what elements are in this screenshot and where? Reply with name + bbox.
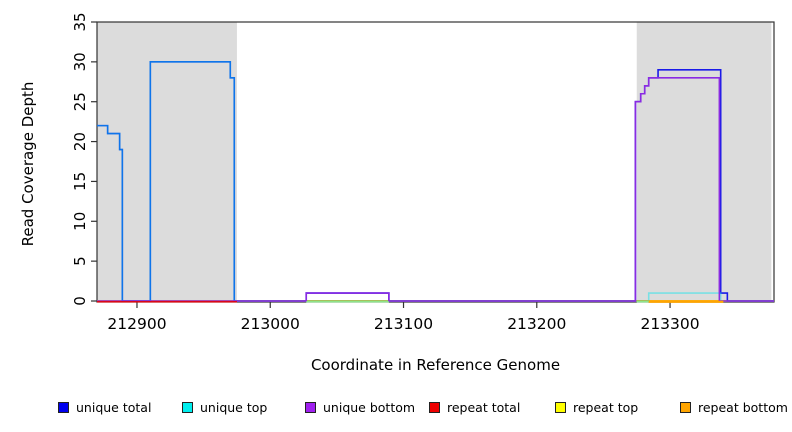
- legend-item-unique-total: unique total: [58, 399, 151, 415]
- legend-swatch-icon: [305, 401, 316, 413]
- legend-swatch-icon: [58, 401, 69, 413]
- y-tick-label: 25: [71, 92, 89, 111]
- legend-swatch-icon: [182, 401, 193, 413]
- legend-swatch-icon: [555, 401, 566, 413]
- y-tick-label: 15: [71, 172, 89, 191]
- plot-box: [96, 21, 775, 303]
- series-line-unique-bottom: [97, 77, 774, 302]
- x-tick-label: 213200: [507, 315, 566, 333]
- legend-item-unique-bottom: unique bottom: [305, 399, 415, 415]
- legend-label: repeat total: [447, 399, 521, 415]
- legend-label: unique bottom: [323, 399, 416, 415]
- legend-swatch-icon: [680, 401, 691, 413]
- y-tick-label: 10: [71, 212, 89, 231]
- x-tick-label: 213300: [640, 315, 699, 333]
- legend-item-repeat-total: repeat total: [429, 399, 520, 415]
- x-axis-label: Coordinate in Reference Genome: [310, 356, 561, 374]
- x-tick-label: 212900: [107, 315, 166, 333]
- series-line-unique-top: [97, 61, 774, 302]
- y-tick-label: 30: [71, 52, 89, 71]
- y-tick-label: 20: [71, 132, 89, 151]
- repeat-region-left-band: [97, 22, 237, 302]
- y-tick-label: 35: [71, 12, 89, 31]
- x-tick-label: 213000: [241, 315, 300, 333]
- y-axis-label: Read Coverage Depth: [19, 81, 37, 247]
- legend-label: unique total: [76, 399, 152, 415]
- x-tick-label: 213100: [374, 315, 433, 333]
- y-tick-label: 0: [71, 296, 89, 306]
- y-tick-label: 5: [71, 256, 89, 266]
- legend-label: repeat top: [573, 399, 639, 415]
- legend-row: unique total unique top unique bottom repea…: [0, 399, 792, 423]
- legend-item-unique-top: unique top: [182, 399, 267, 415]
- repeat-region-right-band: [636, 22, 772, 302]
- legend-item-repeat-top: repeat top: [555, 399, 638, 415]
- legend-swatch-icon: [429, 401, 440, 413]
- legend-label: unique top: [200, 399, 268, 415]
- coverage-plot-area: 0 5 10 15 20 25 30 35 212900 213000 213100 213200 21…: [71, 12, 775, 333]
- legend-item-repeat-bottom: repeat bottom: [680, 399, 788, 415]
- legend-label: repeat bottom: [698, 399, 788, 415]
